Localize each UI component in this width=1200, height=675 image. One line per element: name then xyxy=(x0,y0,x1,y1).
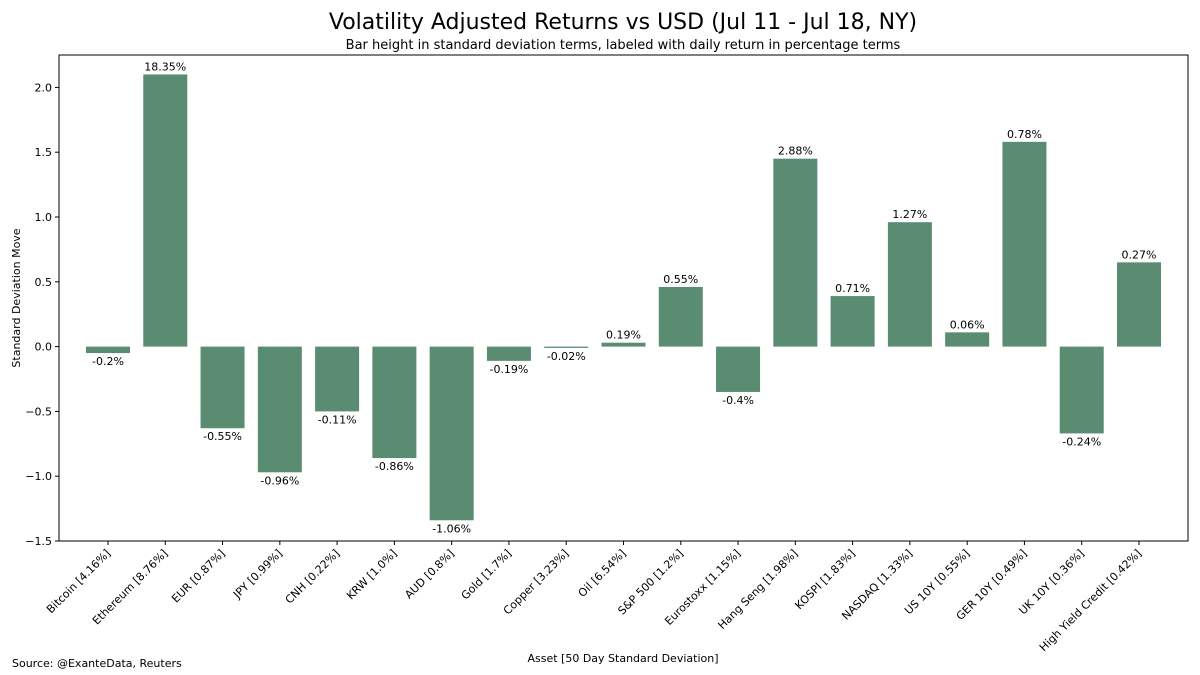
bar-data-label: 0.78% xyxy=(1007,128,1042,141)
bar-data-label: 1.27% xyxy=(892,208,927,221)
bar xyxy=(257,346,302,473)
bar-data-label: -0.2% xyxy=(92,355,124,368)
bar-data-label: 2.88% xyxy=(778,145,813,158)
y-tick-label: 0.5 xyxy=(35,276,53,289)
bar-data-label: 0.27% xyxy=(1122,248,1157,261)
bar xyxy=(1002,141,1047,347)
x-tick-label: Oil [6.54%] xyxy=(576,547,629,600)
bar-data-label: -0.11% xyxy=(318,413,357,426)
y-tick-label: −0.5 xyxy=(25,405,52,418)
bar xyxy=(716,346,761,392)
bar xyxy=(1117,262,1161,347)
bar xyxy=(601,342,646,347)
bar xyxy=(429,346,474,521)
x-tick-label: EUR [0.87%] xyxy=(169,547,227,605)
bar xyxy=(200,346,245,429)
bar-data-label: -0.4% xyxy=(722,394,754,407)
bar-data-label: -0.55% xyxy=(203,430,242,443)
plot-area: −1.5−1.0−0.50.00.51.01.52.0-0.2%Bitcoin … xyxy=(25,54,1189,654)
y-tick-label: −1.0 xyxy=(25,470,52,483)
y-axis-label: Standard Deviation Move xyxy=(10,228,23,367)
y-tick-label: 1.5 xyxy=(35,146,53,159)
bar-data-label: -1.06% xyxy=(432,522,471,535)
bar-data-label: 0.06% xyxy=(950,318,985,331)
x-tick-label: KRW [1.0%] xyxy=(344,547,399,602)
x-tick-label: High Yield Credit [0.42%] xyxy=(1037,547,1144,654)
bar xyxy=(945,332,990,347)
bar-data-label: -0.24% xyxy=(1062,435,1101,448)
bar-data-label: 0.71% xyxy=(835,282,870,295)
bar xyxy=(315,346,360,412)
bar-data-label: 0.19% xyxy=(606,329,641,342)
y-tick-label: 1.0 xyxy=(35,211,53,224)
x-tick-label: Gold [1.7%] xyxy=(459,547,514,602)
x-tick-label: AUD [0.8%] xyxy=(402,547,457,602)
bar xyxy=(372,346,417,459)
bar xyxy=(887,222,932,347)
y-tick-label: −1.5 xyxy=(25,535,52,548)
chart-title: Volatility Adjusted Returns vs USD (Jul … xyxy=(329,10,917,35)
bar-data-label: -0.02% xyxy=(547,350,586,363)
bar xyxy=(830,296,875,347)
bar xyxy=(86,346,130,354)
x-axis-label: Asset [50 Day Standard Deviation] xyxy=(527,652,718,665)
bar-data-label: -0.19% xyxy=(489,363,528,376)
y-tick-label: 2.0 xyxy=(35,81,53,94)
bar xyxy=(1059,346,1104,434)
x-tick-label: KOSPI [1.83%] xyxy=(793,547,858,612)
bar-data-label: 0.55% xyxy=(663,273,698,286)
bar xyxy=(486,346,531,361)
x-tick-label: CNH [0.22%] xyxy=(283,547,343,607)
chart-subtitle: Bar height in standard deviation terms, … xyxy=(346,38,901,53)
source-note: Source: @ExanteData, Reuters xyxy=(12,657,182,670)
bar xyxy=(143,74,188,347)
bar xyxy=(773,158,818,347)
bar-data-label: -0.86% xyxy=(375,460,414,473)
bar xyxy=(658,286,703,347)
bar-data-label: -0.96% xyxy=(260,474,299,487)
x-tick-label: JPY [0.99%] xyxy=(230,547,285,602)
bar-data-label: 18.35% xyxy=(144,60,186,73)
y-tick-label: 0.0 xyxy=(35,341,53,354)
bar xyxy=(544,346,589,348)
